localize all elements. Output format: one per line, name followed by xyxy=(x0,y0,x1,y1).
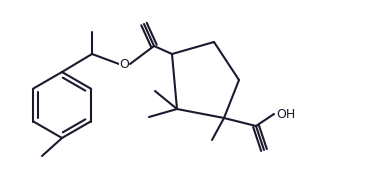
Text: O: O xyxy=(119,58,129,71)
Text: OH: OH xyxy=(276,108,296,121)
